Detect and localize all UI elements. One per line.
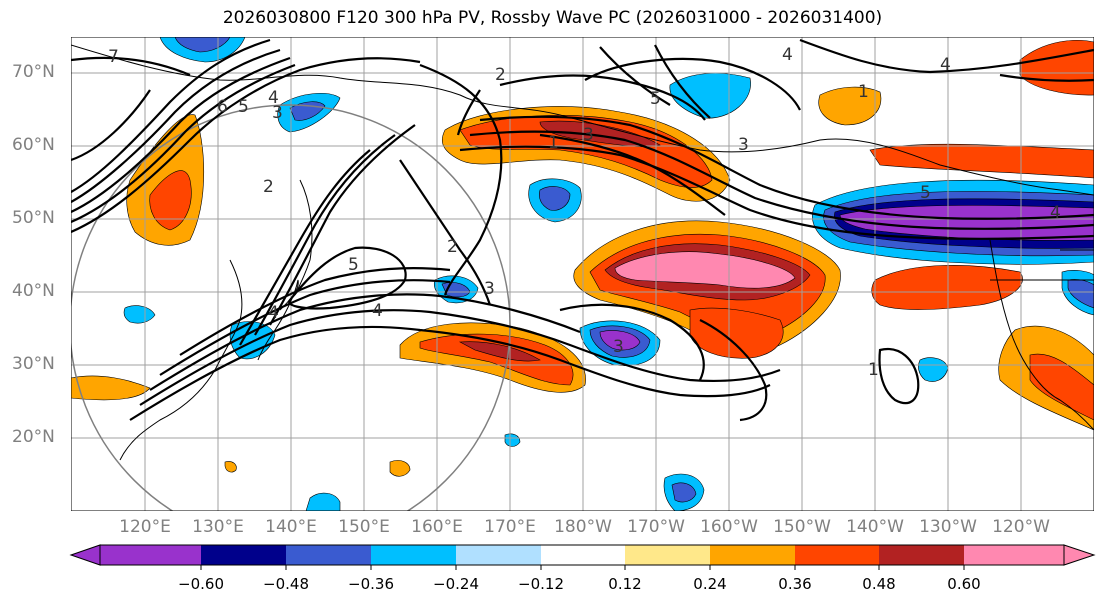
contour-label: 3 [484, 279, 495, 299]
colorbar-segment [625, 545, 710, 565]
pv-contours [71, 38, 1094, 422]
colorbar-tick-label: 0.48 [862, 575, 896, 593]
target-region-circle [71, 104, 511, 511]
contour-label: 7 [108, 47, 119, 67]
colorbar-tick-label: −0.24 [433, 575, 479, 593]
contour-label: 2 [263, 177, 274, 197]
contour-labels: 7 6 5 4 3 2 4 5 4 3 2 1 3 5 4 4 1 2 3 5 … [108, 45, 1061, 380]
contour-label: 1 [868, 360, 879, 380]
colorbar-segment [795, 545, 879, 565]
lon-label: 130°E [192, 517, 244, 537]
lon-label: 160°W [700, 517, 758, 537]
contour-label: 4 [940, 55, 951, 75]
lon-label: 120°W [992, 517, 1050, 537]
colorbar-segment [541, 545, 625, 565]
contour-label: 4 [268, 303, 279, 323]
lat-label: 60°N [12, 135, 55, 155]
contour-label: 4 [268, 88, 279, 108]
contour-label: 3 [738, 135, 749, 155]
contour-label: 3 [272, 103, 283, 123]
colorbar-segment [286, 545, 371, 565]
colorbar-tick-label: −0.36 [348, 575, 394, 593]
lat-label: 40°N [12, 281, 55, 301]
lon-label: 130°W [919, 517, 977, 537]
pv-anomaly-fill [71, 37, 1094, 511]
contour-label: 4 [782, 45, 793, 65]
colorbar-segment [371, 545, 456, 565]
lon-label: 150°E [338, 517, 390, 537]
colorbar-extend-max [1063, 544, 1096, 566]
colorbar-tick-label: 0.60 [947, 575, 981, 593]
contour-label: 5 [348, 255, 359, 275]
colorbar-segment [964, 545, 1064, 565]
colorbar-segment [456, 545, 541, 565]
lon-label: 170°E [484, 517, 536, 537]
colorbar-segment [879, 545, 964, 565]
colorbar-tick-label: −0.12 [518, 575, 564, 593]
contour-label: 6 [217, 97, 228, 117]
contour-label: 5 [650, 89, 661, 109]
colorbar-segment [201, 545, 286, 565]
contour-label: 2 [447, 237, 458, 257]
colorbar-extend-min [69, 544, 101, 566]
contour-label: 4 [1050, 203, 1061, 223]
colorbar-tick-label: 0.36 [778, 575, 812, 593]
map-title: 2026030800 F120 300 hPa PV, Rossby Wave … [222, 8, 883, 28]
lon-label: 170°W [627, 517, 685, 537]
lon-label: 150°W [773, 517, 831, 537]
colorbar-tick-label: 0.12 [608, 575, 642, 593]
lat-lon-grid [71, 37, 1094, 511]
colorbar-segment [710, 545, 795, 565]
contour-label: 4 [372, 301, 383, 321]
lat-label: 30°N [12, 354, 55, 374]
lon-label: 160°E [411, 517, 463, 537]
lon-label: 140°W [846, 517, 904, 537]
lon-label: 120°E [119, 517, 171, 537]
lat-label: 50°N [12, 208, 55, 228]
colorbar-tick-label: −0.48 [263, 575, 309, 593]
colorbar-tick-label: −0.60 [178, 575, 224, 593]
colorbar-segment [100, 545, 201, 565]
lon-label: 140°E [265, 517, 317, 537]
lon-label: 180°W [554, 517, 612, 537]
colorbar-tick-label: 0.24 [693, 575, 727, 593]
contour-label: 2 [495, 65, 506, 85]
contour-label: 3 [613, 337, 624, 357]
contour-label: 5 [238, 97, 249, 117]
contour-label: 1 [548, 133, 559, 153]
contour-label: 1 [858, 82, 869, 102]
contour-label: 5 [920, 183, 931, 203]
lat-label: 20°N [12, 427, 55, 447]
contour-label: 3 [583, 125, 594, 145]
lat-label: 70°N [12, 62, 55, 82]
colorbar [69, 544, 1096, 570]
